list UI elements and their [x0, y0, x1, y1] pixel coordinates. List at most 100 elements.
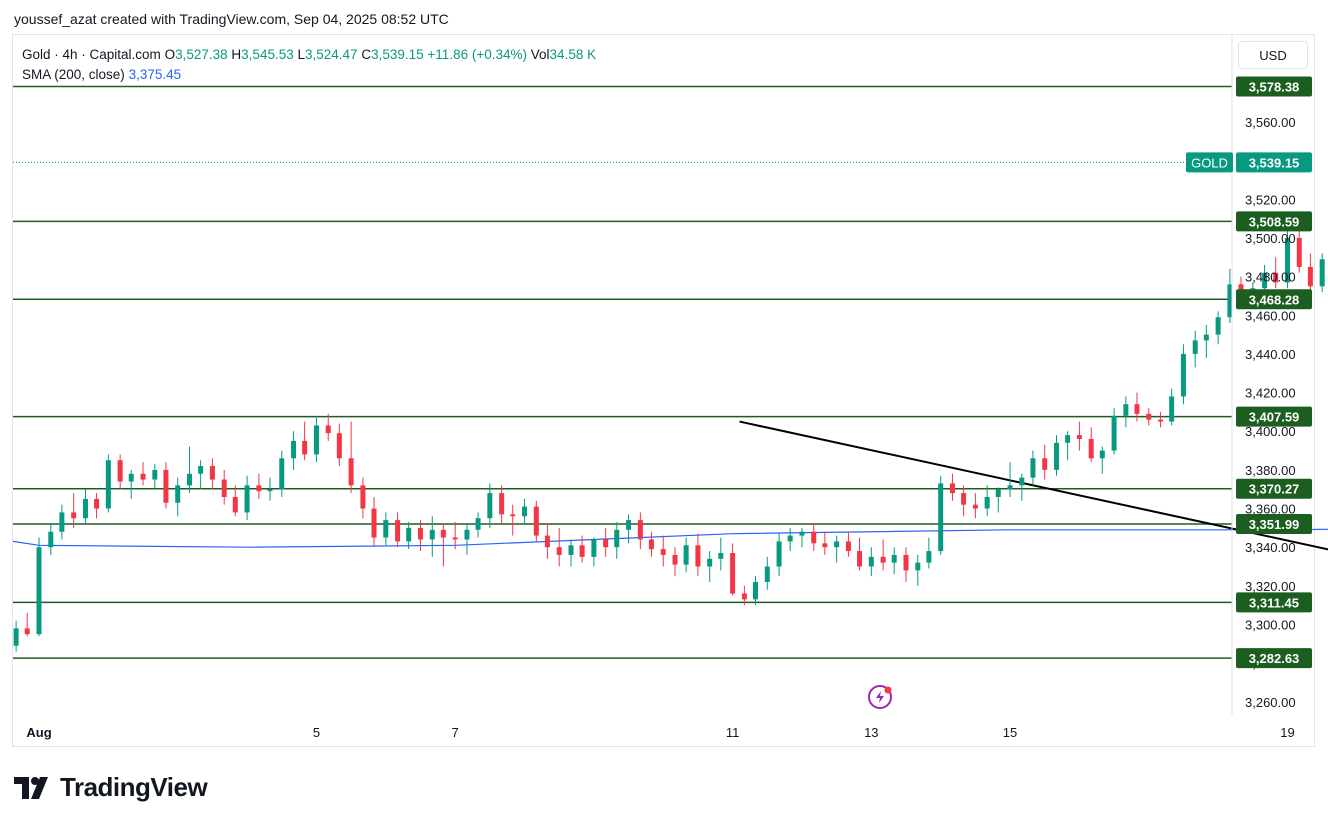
- candle-body: [59, 512, 65, 532]
- candle-up: [1319, 253, 1325, 293]
- candle-up: [198, 460, 204, 490]
- time-tick-label: 7: [452, 725, 459, 740]
- candle-down: [360, 477, 366, 519]
- sma-value: 3,375.45: [128, 67, 182, 82]
- candle-body: [221, 479, 227, 497]
- candle-up: [464, 524, 470, 555]
- candle-body: [128, 473, 134, 482]
- candle-body: [395, 520, 401, 542]
- candle-up: [313, 415, 319, 463]
- chart-legend: Gold · 4h · Capital.com O3,527.38 H3,545…: [22, 45, 596, 85]
- candle-body: [1076, 435, 1082, 439]
- time-tick-label: 5: [313, 725, 320, 740]
- level-tag: [1236, 289, 1312, 310]
- candle-body: [949, 483, 955, 494]
- sma-row: SMA (200, close) 3,375.45: [22, 65, 596, 85]
- sma-label[interactable]: SMA (200, close): [22, 67, 125, 82]
- price-tick-label: 3,500.00: [1245, 231, 1296, 246]
- candle-up: [926, 537, 932, 569]
- candle-down: [452, 522, 458, 550]
- candle-up: [776, 533, 782, 577]
- candle-body: [1319, 259, 1325, 287]
- candle-down: [603, 527, 609, 557]
- price-tick-label: 3,380.00: [1245, 463, 1296, 478]
- candle-body: [267, 489, 273, 492]
- tradingview-logo[interactable]: TradingView: [14, 772, 208, 803]
- candle-down: [71, 493, 77, 528]
- candle-down: [556, 527, 562, 567]
- symbol-label[interactable]: Gold · 4h · Capital.com: [22, 47, 161, 62]
- candle-up: [1007, 462, 1013, 497]
- candle-body: [244, 485, 250, 513]
- candle-body: [752, 581, 758, 600]
- level-tag: [1236, 211, 1312, 232]
- candle-up: [267, 477, 273, 501]
- candle-body: [683, 545, 689, 565]
- level-tag: [1236, 478, 1312, 499]
- lightning-icon[interactable]: [868, 685, 892, 709]
- candle-up: [1123, 396, 1129, 428]
- candle-body: [695, 545, 701, 567]
- candle-up: [591, 537, 597, 567]
- candle-up: [187, 446, 193, 494]
- candle-down: [256, 473, 262, 499]
- price-tick-label: 3,320.00: [1245, 579, 1296, 594]
- currency-button[interactable]: USD: [1238, 41, 1308, 69]
- price-tags: 3,578.38 3,508.59 3,468.28 3,407.59 3,370.27…: [1186, 76, 1312, 669]
- candle-body: [961, 493, 967, 505]
- candle-down: [730, 543, 736, 596]
- candle-body: [845, 541, 851, 552]
- candle-down: [961, 485, 967, 517]
- candle-down: [440, 524, 446, 567]
- candle-up: [429, 516, 435, 557]
- candle-body: [336, 433, 342, 459]
- candle-body: [440, 529, 446, 538]
- candle-body: [938, 483, 944, 552]
- candle-body: [279, 458, 285, 490]
- candle-down: [1088, 427, 1094, 463]
- candle-body: [544, 535, 550, 548]
- candle-body: [660, 549, 666, 555]
- candle-up: [1030, 450, 1036, 486]
- candle-down: [117, 454, 123, 490]
- candle-body: [799, 531, 805, 536]
- candle-body: [82, 498, 88, 519]
- candle-down: [972, 493, 978, 519]
- change-value: +11.86 (+0.34%): [427, 47, 527, 62]
- price-tick-label: 3,440.00: [1245, 347, 1296, 362]
- candle-body: [360, 485, 366, 509]
- candle-body: [1273, 272, 1279, 283]
- candle-down: [822, 531, 828, 555]
- candle-up: [764, 556, 770, 590]
- candle-body: [1203, 334, 1209, 341]
- candle-down: [1296, 230, 1302, 273]
- candle-up: [938, 475, 944, 555]
- candle-body: [1054, 442, 1060, 470]
- candle-body: [1215, 317, 1221, 335]
- candle-up: [626, 514, 632, 544]
- level-tag: [1236, 592, 1312, 613]
- chart-caption: youssef_azat created with TradingView.co…: [14, 11, 449, 27]
- candle-up: [244, 475, 250, 521]
- candle-body: [1192, 340, 1198, 354]
- candle-up: [1215, 311, 1221, 345]
- candle-up: [1054, 435, 1060, 476]
- candlesticks: [13, 228, 1325, 652]
- candle-body: [834, 541, 840, 548]
- candle-up: [707, 551, 713, 582]
- candle-body: [232, 496, 238, 513]
- candle-down: [648, 531, 654, 557]
- candle-body: [811, 531, 817, 544]
- candle-up: [48, 524, 54, 555]
- candle-down: [695, 533, 701, 577]
- level-tag-label: 3,311.45: [1249, 595, 1299, 610]
- candle-body: [1158, 419, 1164, 422]
- tradingview-mark-icon: [14, 776, 48, 799]
- candle-body: [787, 535, 793, 542]
- candle-body: [499, 493, 505, 515]
- candle-up: [82, 489, 88, 525]
- candle-body: [510, 514, 516, 517]
- time-tick-label: 15: [1003, 725, 1017, 740]
- candle-body: [175, 485, 181, 503]
